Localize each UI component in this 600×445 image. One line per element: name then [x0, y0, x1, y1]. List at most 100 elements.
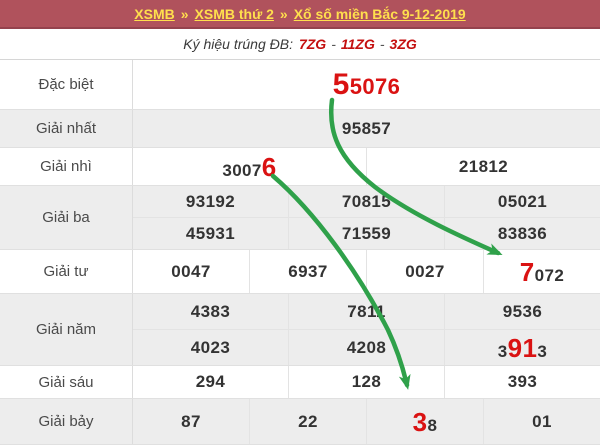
prize-value-cell: 4383	[133, 294, 288, 329]
breadcrumb-link-2[interactable]: XSMB thứ 2	[194, 5, 274, 22]
prize-values-giai-sau: 294 128 393	[133, 366, 600, 398]
prize-value-cell: 0027	[366, 250, 483, 293]
prize-number: 45931	[186, 225, 235, 243]
prize-row-giai-bay: Giải bảy 87 22 38 01	[0, 399, 600, 445]
digits: 7811	[347, 301, 386, 321]
digits: 45931	[185, 223, 236, 243]
digits: 9536	[502, 301, 543, 321]
breadcrumb-separator: »	[180, 5, 189, 22]
prize-line: 55076	[133, 60, 600, 109]
prize-number: 6937	[288, 263, 327, 281]
breadcrumb-link-1[interactable]: XSMB	[134, 5, 175, 22]
prize-value-cell: 128	[288, 366, 444, 398]
prize-number: 9536	[503, 303, 542, 321]
prize-number: 38	[413, 409, 438, 435]
key-code: 3ZG	[389, 36, 417, 52]
digits: 393	[507, 372, 538, 391]
prize-value-cell: 294	[133, 366, 288, 398]
prize-value-cell: 01	[483, 399, 600, 444]
digits: 3007	[222, 160, 262, 180]
prize-number: 4208	[347, 339, 386, 357]
digits: 22	[298, 411, 318, 431]
digits: 01	[532, 411, 552, 431]
prize-value-cell: 7072	[483, 250, 600, 293]
highlighted-digits: 91	[507, 332, 538, 363]
prize-value-cell: 7811	[288, 294, 444, 329]
prize-number: 4383	[191, 303, 230, 321]
prize-value-cell: 22	[249, 399, 366, 444]
key-codes-label: Ký hiệu trúng ĐB:	[183, 36, 293, 52]
prize-line: 4383 7811 9536	[133, 294, 600, 329]
prize-value-cell: 55076	[133, 60, 600, 109]
prize-number: 7072	[520, 259, 564, 285]
key-code-separator: -	[331, 36, 336, 52]
key-code-separator: -	[379, 36, 385, 52]
key-codes: 7ZG -11ZG -3ZG	[299, 36, 417, 52]
prize-number: 3913	[498, 335, 547, 361]
digits: 71559	[341, 223, 392, 243]
prize-value-cell: 93192	[133, 186, 288, 217]
prize-value-cell: 4208	[288, 330, 444, 365]
prize-number: 05021	[498, 193, 547, 211]
digits: 93192	[185, 191, 236, 211]
results-table: Đặc biệt 55076 Giải nhất 95857 Giải nhì 30076…	[0, 60, 600, 445]
prize-label-giai-nhat: Giải nhất	[0, 110, 133, 147]
prize-value-cell: 393	[444, 366, 600, 398]
prize-line: 4023 4208 3913	[133, 329, 600, 365]
prize-number: 30076	[222, 154, 276, 180]
prize-line: 30076 21812	[133, 148, 600, 185]
prize-value-cell: 87	[133, 399, 249, 444]
prize-number: 87	[181, 413, 201, 431]
prize-number: 294	[196, 373, 226, 391]
prize-number: 21812	[459, 158, 508, 176]
prize-number: 7811	[347, 303, 385, 321]
breadcrumb-bar: XSMB » XSMB thứ 2 » Xổ số miền Bắc 9-12-2019	[0, 0, 600, 29]
prize-value-cell: 30076	[133, 148, 366, 185]
prize-row-giai-sau: Giải sáu 294 128 393	[0, 366, 600, 399]
highlighted-digits: 5076	[349, 73, 401, 99]
digits: 294	[195, 372, 226, 391]
digits: 95857	[341, 118, 392, 138]
prize-number: 4023	[191, 339, 230, 357]
prize-label-giai-nam: Giải năm	[0, 294, 133, 365]
prize-line: 87 22 38 01	[133, 399, 600, 444]
breadcrumb: XSMB » XSMB thứ 2 » Xổ số miền Bắc 9-12-2019	[134, 6, 465, 22]
prize-number: 95857	[342, 120, 391, 138]
prize-values-dac-biet: 55076	[133, 60, 600, 109]
prize-label-giai-tu: Giải tư	[0, 250, 133, 293]
prize-value-cell: 71559	[288, 218, 444, 249]
prize-value-cell: 9536	[444, 294, 600, 329]
prize-label-giai-ba: Giải ba	[0, 186, 133, 249]
prize-value-cell: 83836	[444, 218, 600, 249]
digits: 87	[181, 411, 201, 431]
prize-line: 95857	[133, 110, 600, 147]
prize-values-giai-bay: 87 22 38 01	[133, 399, 600, 444]
prize-line: 0047 6937 0027 7072	[133, 250, 600, 293]
prize-number: 22	[298, 413, 318, 431]
digits: 8	[427, 415, 438, 435]
prize-number: 0047	[171, 263, 210, 281]
prize-values-giai-nhat: 95857	[133, 110, 600, 147]
prize-value-cell: 21812	[366, 148, 600, 185]
prize-line: 45931 71559 83836	[133, 217, 600, 249]
prize-row-giai-ba: Giải ba 93192 70815 05021 45931 71559 83836	[0, 186, 600, 250]
digits: 4208	[346, 337, 387, 357]
digits: 21812	[458, 156, 509, 176]
prize-values-giai-nam: 4383 7811 9536 4023 4208 3913	[133, 294, 600, 365]
breadcrumb-separator: »	[279, 5, 288, 22]
prize-line: 93192 70815 05021	[133, 186, 600, 217]
breadcrumb-link-3[interactable]: Xổ số miền Bắc 9-12-2019	[293, 5, 466, 22]
prize-value-cell: 0047	[133, 250, 249, 293]
digits: 3	[497, 341, 508, 361]
prize-number: 393	[508, 373, 538, 391]
prize-value-cell: 38	[366, 399, 483, 444]
prize-number: 55076	[332, 67, 401, 101]
digits: 05021	[497, 191, 548, 211]
prize-line: 294 128 393	[133, 366, 600, 398]
prize-value-cell: 4023	[133, 330, 288, 365]
digits: 128	[351, 372, 382, 391]
key-code: 11ZG	[340, 36, 375, 52]
highlighted-digits: 5	[332, 67, 350, 101]
prize-value-cell: 05021	[444, 186, 600, 217]
prize-label-giai-bay: Giải bảy	[0, 399, 133, 444]
